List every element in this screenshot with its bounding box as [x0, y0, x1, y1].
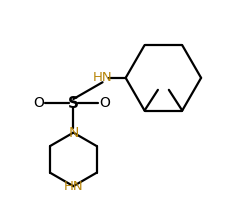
Text: S: S [68, 96, 79, 111]
Text: O: O [99, 96, 110, 110]
Text: HN: HN [64, 180, 83, 193]
Text: O: O [33, 96, 44, 110]
Text: N: N [68, 126, 79, 140]
Text: HN: HN [93, 71, 112, 84]
